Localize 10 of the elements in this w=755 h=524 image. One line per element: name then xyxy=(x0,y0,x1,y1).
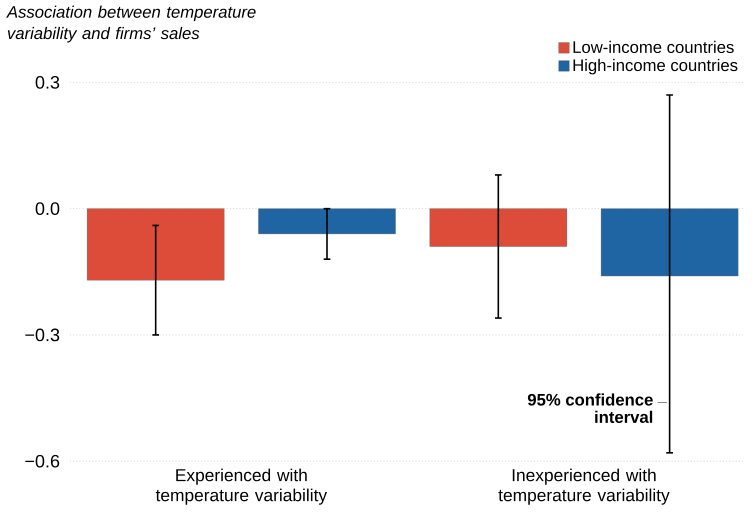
legend-label: High-income countries xyxy=(574,58,738,74)
y-tick-label: −0.6 xyxy=(25,454,60,468)
y-tick-label: 0.0 xyxy=(36,202,60,215)
y-tick-label: −0.3 xyxy=(25,328,60,342)
y-tick-label: 0.3 xyxy=(36,76,60,89)
x-tick-label: Inexperienced with temperature variability xyxy=(498,468,670,505)
x-tick-label: Experienced with temperature variability xyxy=(156,468,328,505)
chart-title: Association between temperature variability and firms’ sales xyxy=(6,5,256,42)
annotation: 95% confidence interval xyxy=(528,393,653,423)
legend-label: Low-income countries xyxy=(574,40,734,53)
